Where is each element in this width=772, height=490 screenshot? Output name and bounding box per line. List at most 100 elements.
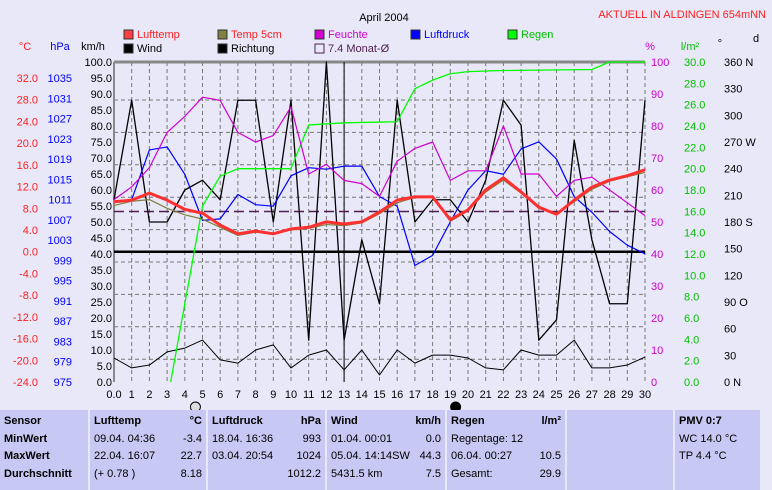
tick-celsius: 24.0 — [17, 116, 38, 128]
lufttemp-avg: 8.18 — [180, 467, 202, 480]
tick-x: 13 — [338, 389, 350, 401]
tick-kmh: 0.0 — [97, 377, 112, 389]
tick-x: 21 — [480, 389, 492, 401]
tick-degree: 210 — [724, 190, 742, 202]
lufttemp-max-time: 22.04. 16:07 — [94, 450, 156, 462]
tick-kmh: 40.0 — [91, 249, 112, 261]
tick-celsius: 12.0 — [17, 182, 38, 194]
tick-hpa: 1007 — [48, 215, 72, 227]
tick-rain: 30.0 — [684, 57, 705, 69]
tick-celsius: 20.0 — [17, 138, 38, 150]
luftdruck-min: 993 — [302, 432, 321, 445]
tick-kmh: 30.0 — [91, 281, 112, 293]
tick-x: 4 — [182, 389, 188, 401]
tick-percent: 60 — [651, 185, 663, 197]
tick-degree: 300 — [724, 110, 742, 122]
legend-swatch-3 — [410, 29, 421, 40]
tick-celsius: -16.0 — [13, 334, 38, 346]
tick-kmh: 80.0 — [91, 121, 112, 133]
wind-max: 44.3 — [419, 450, 441, 462]
tick-celsius: -12.0 — [13, 312, 38, 324]
tick-celsius: 28.0 — [17, 95, 38, 107]
tick-celsius: -20.0 — [13, 355, 38, 367]
tick-celsius: -4.0 — [19, 268, 38, 280]
tick-rain: 8.0 — [684, 292, 699, 304]
luftdruck-max-time: 03.04. 20:54 — [212, 450, 274, 462]
tick-x: 30 — [639, 389, 651, 401]
wind-column: Wind km/h 01.04. 00:01 0.0 05.04. 14:14SW 4… — [327, 410, 445, 490]
tick-percent: 70 — [651, 153, 663, 165]
tick-x: 28 — [603, 389, 615, 401]
legend-label-0: Lufttemp — [137, 29, 180, 41]
tick-rain: 18.0 — [684, 185, 705, 197]
legend-label-6: Richtung — [231, 43, 274, 55]
tick-x: 16 — [391, 389, 403, 401]
tick-hpa: 995 — [54, 276, 72, 288]
tick-x: 23 — [515, 389, 527, 401]
tick-percent: 10 — [651, 345, 663, 357]
dewpoint: TP 4.4 °C — [679, 450, 727, 462]
station-label: AKTUELL IN ALDINGEN 654mNN — [598, 9, 766, 21]
wind-min: 0.0 — [425, 432, 441, 445]
tick-x: 26 — [568, 389, 580, 401]
wind-min-time: 01.04. 00:01 — [331, 432, 393, 445]
regen-total-label: Gesamt: — [451, 467, 493, 480]
axis-unit-kmh: km/h — [81, 41, 105, 53]
wind-header: Wind — [331, 415, 358, 427]
tick-hpa: 999 — [54, 255, 72, 267]
tick-x: 7 — [235, 389, 241, 401]
regen-unit: l/m² — [541, 415, 561, 427]
tick-x: 14 — [356, 389, 368, 401]
tick-rain: 24.0 — [684, 121, 705, 133]
lufttemp-unit: °C — [189, 415, 202, 427]
tick-x: 24 — [533, 389, 545, 401]
regen-days: Regentage: 12 — [451, 432, 524, 445]
regen-total: 29.9 — [539, 467, 561, 480]
tick-hpa: 991 — [54, 296, 72, 308]
tick-x: 5 — [199, 389, 205, 401]
series-regen — [170, 61, 645, 383]
tick-percent: 90 — [651, 89, 663, 101]
legend-swatch-2 — [314, 29, 325, 40]
tick-hpa: 1031 — [48, 93, 72, 105]
regen-column: Regen l/m² Regentage: 12 06.04. 00:27 10.5… — [447, 410, 565, 490]
luftdruck-unit: hPa — [300, 415, 321, 427]
tick-x: 15 — [373, 389, 385, 401]
tick-rain: 10.0 — [684, 270, 705, 282]
tick-x: 25 — [550, 389, 562, 401]
tick-kmh: 35.0 — [91, 265, 112, 277]
tick-percent: 40 — [651, 249, 663, 261]
pmv-header: PMV 0:7 — [679, 415, 722, 427]
tick-rain: 28.0 — [684, 78, 705, 90]
tick-kmh: 55.0 — [91, 201, 112, 213]
wind-distance: 5431.5 km — [331, 467, 383, 480]
row-label-avg: Durchschnitt — [4, 467, 72, 480]
sensor-header: Sensor — [4, 415, 42, 427]
tick-x: 17 — [409, 389, 421, 401]
axis-unit-rain: l/m² — [681, 41, 700, 53]
tick-celsius: 4.0 — [23, 225, 38, 237]
tick-hpa: 979 — [54, 357, 72, 369]
tick-x: 18 — [426, 389, 438, 401]
tick-degree: 30 — [724, 350, 736, 362]
tick-rain: 4.0 — [684, 334, 699, 346]
tick-rain: 2.0 — [684, 356, 699, 368]
tick-celsius: -24.0 — [13, 377, 38, 389]
lufttemp-column: Lufttemp °C 09.04. 04:36 -3.4 22.04. 16:07… — [90, 410, 206, 490]
tick-kmh: 45.0 — [91, 233, 112, 245]
legend-swatch-0 — [123, 29, 134, 40]
tick-percent: 50 — [651, 217, 663, 229]
row-label-min: MinWert — [4, 432, 48, 445]
tick-kmh: 20.0 — [91, 313, 112, 325]
windchill: WC 14.0 °C — [679, 432, 738, 445]
empty-column — [567, 410, 673, 490]
legend-swatch-4 — [507, 29, 518, 40]
legend-label-5: Wind — [137, 43, 162, 55]
luftdruck-column: Luftdruck hPa 18.04. 16:36 993 03.04. 20:5… — [208, 410, 325, 490]
tick-x: 9 — [270, 389, 276, 401]
tick-rain: 6.0 — [684, 313, 699, 325]
row-label-max: MaxWert — [4, 450, 50, 462]
series-lufttemp — [113, 168, 646, 236]
tick-degree: 120 — [724, 270, 742, 282]
weather-chart: April 2004 AKTUELL IN ALDINGEN 654mNN Luft… — [13, 9, 766, 410]
